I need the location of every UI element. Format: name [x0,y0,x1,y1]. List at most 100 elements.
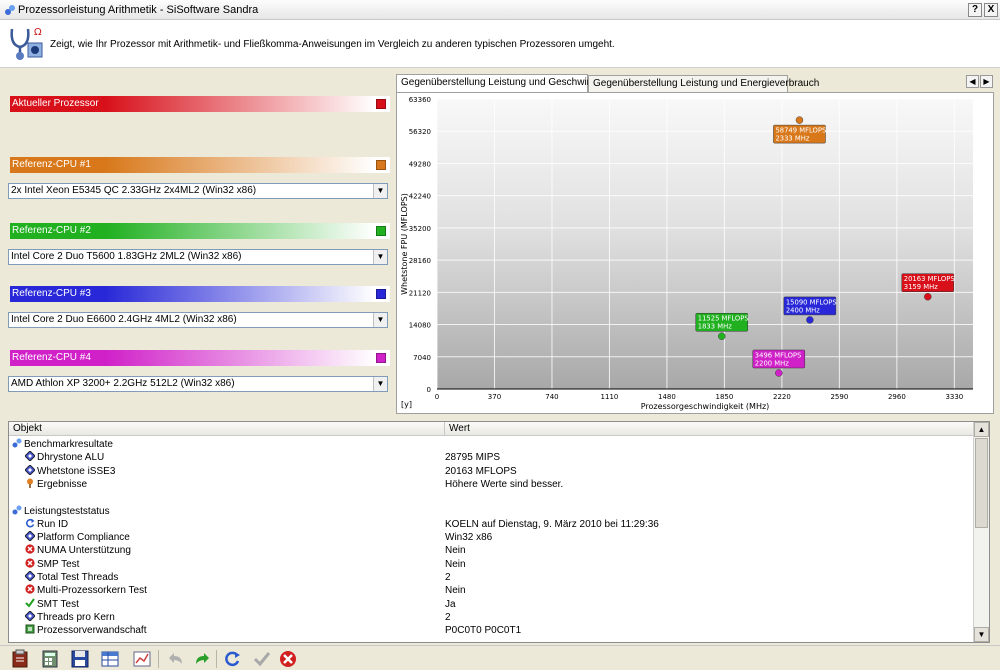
redo-icon[interactable] [192,649,212,669]
dropdown-arrow-icon[interactable]: ▼ [373,184,387,198]
y-tick-label: 0 [427,386,431,394]
row-value: 28795 MIPS [445,452,501,464]
table-row[interactable]: NUMA Unterstützung Nein [9,544,975,557]
description-text: Zeigt, wie Ihr Prozessor mit Arithmetik-… [50,39,615,50]
table-row[interactable]: Threads pro Kern 2 [9,610,975,624]
y-tick-label: 7040 [413,354,431,362]
current-processor-bar: Aktueller Prozessor [10,96,390,112]
table-row[interactable]: SMT Test Ja [9,598,975,611]
close-button[interactable]: X [984,3,998,17]
table-row[interactable]: Dhrystone ALU 28795 MIPS [9,451,975,464]
table-row[interactable]: Whetstone iSSE3 20163 MFLOPS [9,464,975,478]
data-label-box [695,312,749,332]
row-name: Run ID [37,518,69,530]
reference-cpu-select[interactable]: Intel Core 2 Duo T5600 1.83GHz 2ML2 (Win… [8,249,388,265]
tab-scroll-left-icon[interactable]: ◀ [966,75,979,88]
color-swatch[interactable] [376,99,386,109]
table-group-row[interactable]: Leistungsteststatus [9,505,975,518]
y-axis-label: Whetstone FPU (MFLOPS) [400,193,409,295]
data-point [806,316,814,324]
select-value: 2x Intel Xeon E5345 QC 2.33GHz 2x4ML2 (W… [11,185,257,196]
row-value: Nein [445,558,466,570]
table-row[interactable]: SMP Test Nein [9,558,975,571]
row-value: KOELN auf Dienstag, 9. März 2010 bei 11:… [445,518,659,530]
x-tick-label: 1480 [658,393,676,401]
table-icon[interactable] [100,649,120,669]
data-label-box [783,296,837,316]
report-icon[interactable] [10,649,30,669]
cancel-icon[interactable] [278,649,298,669]
scroll-thumb[interactable] [975,438,988,528]
table-group-row[interactable]: Benchmarkresultate [9,438,975,451]
plot-area [437,99,973,389]
dropdown-arrow-icon[interactable]: ▼ [373,377,387,391]
check-icon [25,598,35,608]
tab-performance-energy[interactable]: Gegenüberstellung Leistung und Energieve… [588,75,819,92]
dropdown-arrow-icon[interactable]: ▼ [373,313,387,327]
data-point [924,292,932,301]
select-value: Intel Core 2 Duo E6600 2.4GHz 4ML2 (Win3… [11,314,237,325]
y-tick-label: 42240 [409,193,431,201]
data-point [718,332,726,340]
dropdown-arrow-icon[interactable]: ▼ [373,250,387,264]
help-button[interactable]: ? [968,3,982,17]
x-tick-label: 1110 [601,393,619,401]
color-swatch[interactable] [376,160,386,170]
calculator-icon[interactable] [40,649,60,669]
y-unit-marker: [y] [401,400,412,409]
data-label-box [773,124,826,144]
header-panel: Ω Zeigt, wie Ihr Prozessor mit Arithmeti… [0,20,1000,68]
tab-scroll-right-icon[interactable]: ▶ [980,75,993,88]
table-row[interactable]: Platform Compliance Win32 x86 [9,531,975,544]
ok-icon[interactable] [252,649,272,669]
x-tick-label: 2590 [830,393,848,401]
table-row[interactable]: Total Test Threads 2 [9,571,975,584]
row-object-cell: Ergebnisse [25,478,87,491]
row-name: Total Test Threads [37,572,119,583]
y-tick-label: 63360 [409,96,431,104]
y-tick-label: 14080 [409,322,431,330]
row-name: SMP Test [37,558,80,570]
reference-cpu-bar: Referenz-CPU #2 [10,223,390,239]
scroll-up-icon[interactable]: ▲ [974,422,989,437]
refresh-icon[interactable] [222,649,242,669]
undo-icon[interactable] [166,649,186,669]
y-tick-label: 49280 [409,160,431,168]
data-label-value: 11525 MFLOPS [698,315,749,323]
column-header-object[interactable]: Objekt [9,422,445,436]
reference-cpu-select[interactable]: Intel Core 2 Duo E6600 2.4GHz 4ML2 (Win3… [8,312,388,328]
column-header-value[interactable]: Wert [445,422,975,436]
table-row[interactable]: Multi-Prozessorkern Test Nein [9,584,975,597]
toolbar-separator [216,650,217,668]
table-scrollbar[interactable]: ▲ ▼ [973,422,989,642]
row-object-cell: Prozessorverwandschaft [25,624,147,637]
pin-icon [27,478,33,488]
window-title: Prozessorleistung Arithmetik - SiSoftwar… [18,4,259,16]
row-object-cell: Benchmarkresultate [12,438,113,451]
row-value: P0C0T0 P0C0T1 [445,625,522,637]
row-name: Multi-Prozessorkern Test [37,585,147,597]
chart-panel: 0 370 740 1110 1480 1850 2220 2590 2960 3330 0 7040… [396,92,994,414]
color-swatch[interactable] [376,226,386,236]
reference-cpu-select[interactable]: 2x Intel Xeon E5345 QC 2.33GHz 2x4ML2 (W… [8,183,388,199]
scatter-chart: 0 370 740 1110 1480 1850 2220 2590 2960 3330 0 7040… [400,96,973,411]
chart-icon[interactable] [132,649,152,669]
bottom-toolbar [0,645,1000,670]
row-name: Prozessorverwandschaft [37,625,147,637]
app-icon [5,5,15,15]
row-name: Benchmarkresultate [24,439,113,450]
tab-performance-speed[interactable]: Gegenüberstellung Leistung und Geschwind… [396,74,621,92]
color-swatch[interactable] [376,353,386,363]
table-row[interactable]: Ergebnisse Höhere Werte sind besser. [9,478,975,491]
color-swatch[interactable] [376,289,386,299]
reference-cpu-select[interactable]: AMD Athlon XP 3200+ 2.2GHz 512L2 (Win32 … [8,376,388,392]
save-icon[interactable] [70,649,90,669]
row-object-cell: Dhrystone ALU [25,451,104,464]
group-icon [12,505,22,514]
data-label-value: 15090 MFLOPS [786,298,837,306]
table-row[interactable]: Prozessorverwandschaft P0C0T0 P0C0T1 [9,624,975,637]
group-icon [12,438,22,448]
row-object-cell: Run ID [25,518,68,531]
table-row[interactable]: Run ID KOELN auf Dienstag, 9. März 2010 b… [9,518,975,531]
scroll-down-icon[interactable]: ▼ [974,627,989,642]
